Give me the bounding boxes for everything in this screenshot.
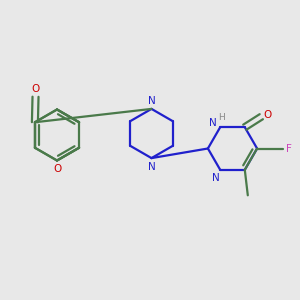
Text: N: N <box>209 118 217 128</box>
Text: O: O <box>53 164 61 174</box>
Text: N: N <box>212 173 220 183</box>
Text: O: O <box>32 84 40 94</box>
Text: H: H <box>218 113 225 122</box>
Text: N: N <box>148 161 155 172</box>
Text: N: N <box>148 95 155 106</box>
Text: F: F <box>286 143 292 154</box>
Text: O: O <box>264 110 272 120</box>
